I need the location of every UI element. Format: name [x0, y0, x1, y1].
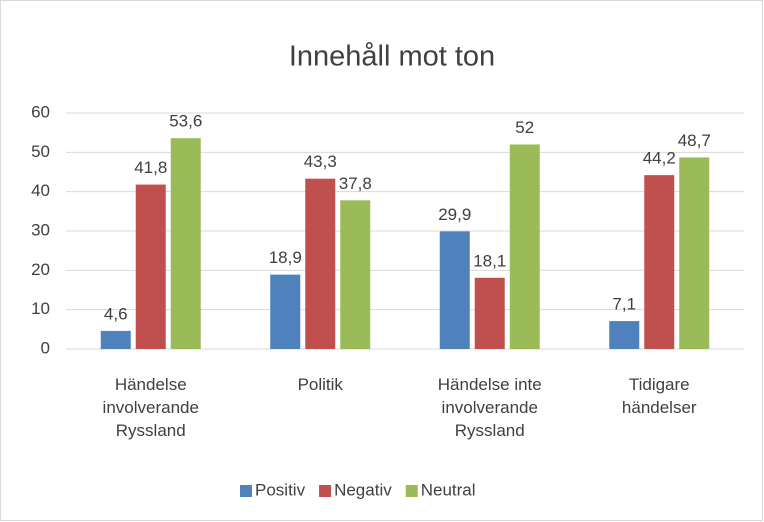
data-label: 4,6: [104, 304, 128, 323]
y-tick-label: 50: [31, 142, 50, 161]
legend-label: Negativ: [334, 480, 392, 499]
legend-swatch: [240, 485, 252, 497]
bar: [474, 277, 505, 349]
y-tick-label: 0: [41, 338, 50, 357]
data-label: 43,3: [304, 152, 337, 171]
data-label: 41,8: [134, 158, 167, 177]
x-tick-line: Ryssland: [116, 421, 186, 440]
bar: [100, 330, 131, 349]
data-label: 53,6: [169, 112, 202, 131]
x-tick-label: Politik: [298, 375, 344, 394]
x-tick-line: Politik: [298, 375, 344, 394]
data-label: 44,2: [643, 149, 676, 168]
y-tick-label: 40: [31, 181, 50, 200]
bar: [270, 274, 301, 349]
data-label: 52: [515, 118, 534, 137]
y-tick-label: 60: [31, 102, 50, 121]
chart-title: Innehåll mot ton: [289, 41, 495, 73]
data-label: 18,1: [473, 251, 506, 270]
bar: [340, 200, 371, 349]
data-label: 7,1: [612, 295, 636, 314]
y-tick-label: 10: [31, 299, 50, 318]
y-tick-label: 30: [31, 220, 50, 239]
data-label: 48,7: [678, 131, 711, 150]
y-tick-label: 20: [31, 260, 50, 279]
bar: [439, 231, 470, 349]
x-tick-label: Händelse inte involverande Ryssland: [438, 375, 542, 440]
x-tick-label: Händelse involverande Ryssland: [103, 375, 199, 440]
legend-swatch: [405, 485, 418, 497]
x-tick-label: Tidigare händelser: [622, 375, 697, 417]
x-tick-line: Ryssland: [455, 421, 525, 440]
data-label: 37,8: [339, 174, 372, 193]
x-tick-line: involverande: [103, 398, 199, 417]
legend-label: Positiv: [255, 480, 306, 499]
legend-swatch: [319, 485, 332, 497]
x-tick-line: Händelse: [115, 375, 187, 394]
x-tick-line: händelser: [622, 398, 697, 417]
bar: [609, 321, 640, 349]
data-label: 18,9: [269, 248, 302, 267]
data-label: 29,9: [438, 205, 471, 224]
bar: [644, 175, 675, 349]
x-tick-line: involverande: [442, 398, 538, 417]
bar: [170, 138, 201, 349]
bar: [509, 144, 540, 349]
bar: [679, 157, 710, 349]
x-tick-line: Händelse inte: [438, 375, 542, 394]
x-tick-line: Tidigare: [629, 375, 690, 394]
bar: [305, 178, 336, 349]
bar: [135, 184, 166, 349]
legend-label: Neutral: [421, 480, 476, 499]
